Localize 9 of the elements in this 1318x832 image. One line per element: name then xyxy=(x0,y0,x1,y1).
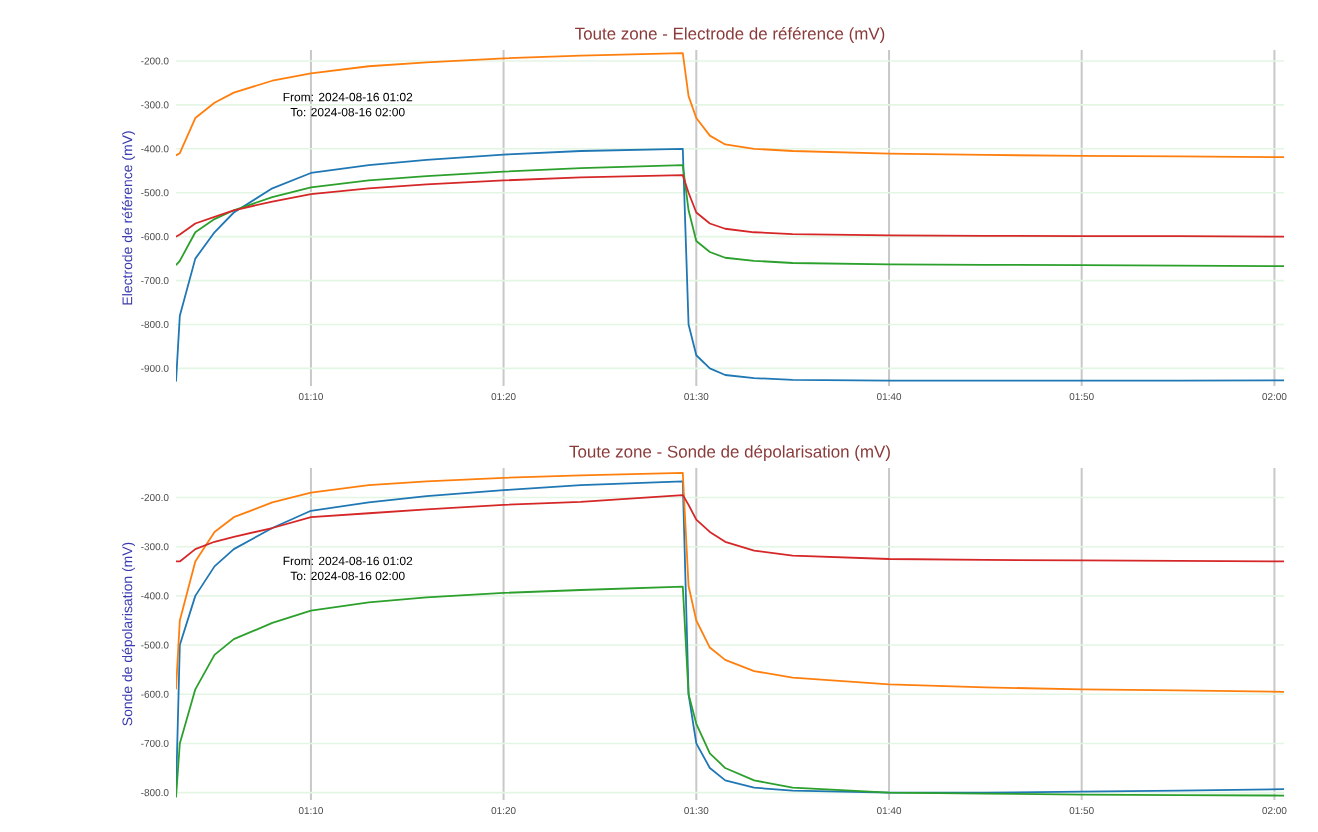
line-series xyxy=(176,164,1285,267)
chart-title: Toute zone - Electrode de référence (mV) xyxy=(575,27,885,43)
line-series xyxy=(176,480,1285,794)
line-series xyxy=(176,494,1285,563)
chart-title: Toute zone - Sonde de dépolarisation (mV) xyxy=(569,445,890,461)
line-series xyxy=(176,585,1285,799)
line-series xyxy=(176,174,1285,238)
line-series xyxy=(176,472,1285,693)
line-series xyxy=(176,52,1285,159)
